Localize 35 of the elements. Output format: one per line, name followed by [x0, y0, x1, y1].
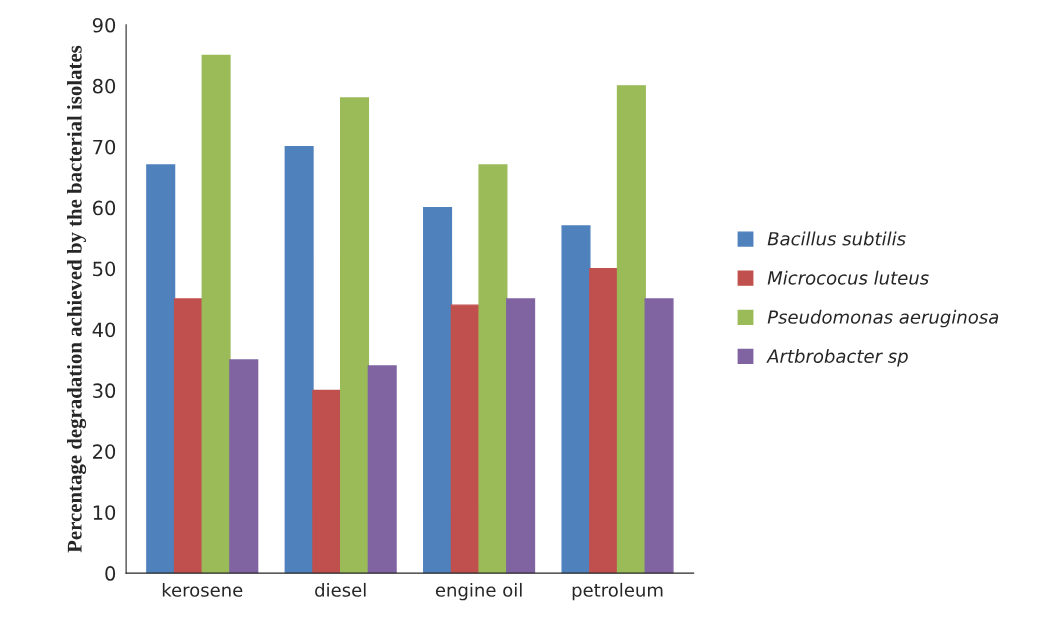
bar: [284, 146, 314, 574]
bar: [173, 298, 203, 574]
x-tick-label: engine oil: [435, 582, 522, 601]
y-tick-label: 90: [92, 17, 116, 33]
bar: [616, 85, 646, 574]
legend-label: Bacillus subtilis: [767, 231, 906, 246]
bar: [644, 298, 674, 574]
bar: [146, 164, 176, 574]
bar: [339, 97, 370, 574]
bar: [367, 365, 397, 574]
legend-label: Micrococus luteus: [767, 270, 929, 285]
bar: [506, 298, 536, 574]
x-tick-label: diesel: [315, 582, 366, 597]
y-tick-label: 20: [93, 444, 116, 459]
x-tick-label: petroleum: [572, 582, 663, 601]
y-tick-label: 10: [93, 505, 116, 520]
bar: [312, 389, 342, 574]
bar: [478, 164, 508, 574]
y-tick-label: 30: [93, 383, 116, 399]
legend-label: Pseudomonas aeruginosa: [767, 309, 999, 328]
bar: [423, 206, 453, 574]
legend-label: Artbrobacter sp: [766, 349, 908, 367]
bar: [201, 54, 231, 574]
bar: [229, 359, 259, 574]
y-tick-label: 70: [93, 139, 116, 155]
y-tick-label: 0: [105, 566, 116, 581]
y-axis-title: Percentage degradation achieved by the bacterial isolates: [67, 45, 87, 553]
x-tick-label: kerosene: [162, 582, 243, 597]
bar: [561, 225, 591, 574]
y-tick-label: 50: [93, 261, 116, 277]
bar: [589, 267, 619, 574]
y-tick-label: 60: [93, 200, 116, 216]
bar: [450, 304, 480, 574]
y-tick-label: 40: [92, 322, 116, 338]
y-tick-label: 80: [92, 78, 116, 94]
